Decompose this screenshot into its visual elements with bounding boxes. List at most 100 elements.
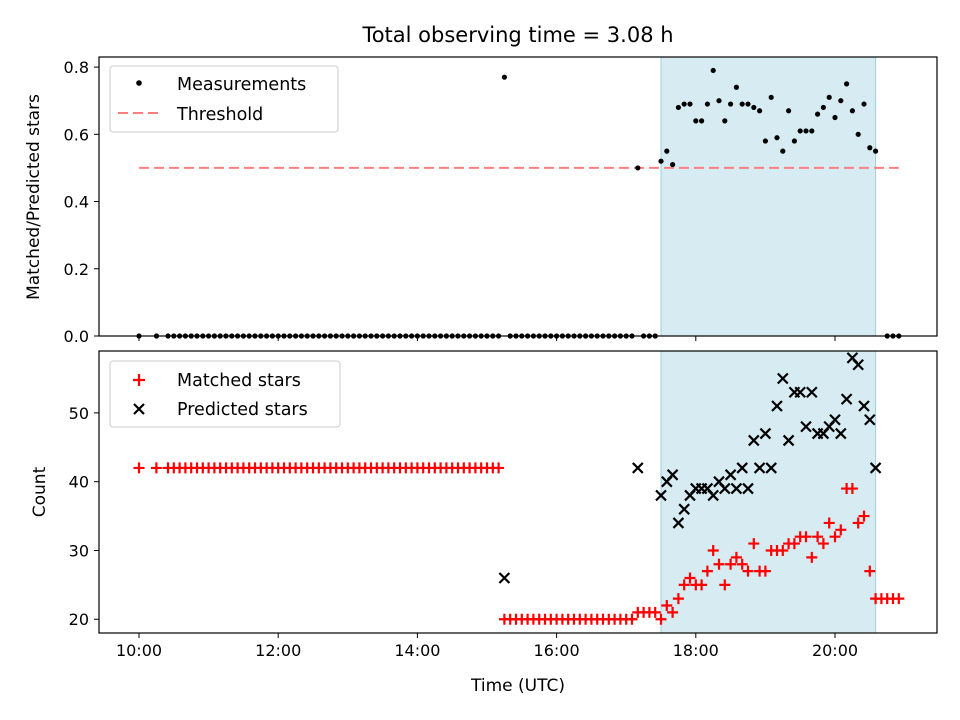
measurement-point [832, 114, 838, 121]
legend-matched-marker [133, 374, 145, 386]
measurement-point [745, 101, 751, 107]
matched-star-point [661, 599, 673, 611]
measurement-point [728, 101, 734, 107]
predicted-star-point [672, 517, 685, 529]
measurement-point [838, 98, 844, 104]
predicted-star-point [864, 414, 876, 426]
matched-star-point [823, 517, 835, 529]
top-y-tick-label: 0.4 [64, 193, 89, 212]
predicted-star-point [742, 482, 754, 495]
measurement-point [635, 165, 641, 171]
measurement-point [815, 111, 821, 117]
bottom-y-axis-label: Count [30, 466, 50, 517]
bottom-axes-frame [98, 350, 938, 634]
matched-star-point [806, 551, 818, 563]
measurement-point [658, 158, 664, 164]
predicted-star-point [771, 400, 783, 412]
matched-star-point [678, 579, 690, 591]
top-y-tick-label: 0.8 [64, 58, 89, 77]
matched-star-point [719, 579, 731, 591]
bottom-y-tick-label: 40 [69, 473, 89, 492]
predicted-star-point [765, 462, 777, 474]
predicted-star-point [753, 462, 766, 474]
bottom-y-tick-label: 30 [69, 541, 89, 560]
measurement-point [687, 101, 693, 107]
measurement-point [739, 101, 745, 107]
measurement-point [844, 81, 850, 87]
predicted-star-point [724, 469, 737, 481]
matched-star-point [730, 551, 742, 563]
matched-star-point [759, 565, 771, 577]
measurement-point [716, 98, 722, 104]
measurement-point [670, 161, 676, 168]
matched-star-point [493, 462, 505, 474]
predicted-star-point [869, 462, 882, 474]
predicted-star-point [748, 434, 760, 447]
x-tick-label: 12:00 [255, 641, 301, 660]
predicted-star-point [806, 386, 818, 399]
predicted-star-point [794, 386, 806, 399]
measurement-point [751, 104, 757, 111]
x-tick-label: 20:00 [812, 641, 858, 660]
predicted-star-points [498, 352, 882, 584]
bottom-y-ticks: 20 30 40 50 [69, 404, 99, 629]
predicted-star-point [835, 427, 847, 440]
measurement-point [820, 104, 827, 111]
matched-star-point [133, 462, 145, 474]
matched-star-point [655, 613, 667, 625]
predicted-star-point [719, 482, 731, 495]
measurement-point [873, 148, 879, 154]
matched-star-point [696, 579, 708, 591]
legend-predicted-marker [133, 403, 145, 415]
measurement-point [786, 108, 792, 114]
x-axis-label: Time (UTC) [470, 676, 565, 696]
x-tick-label: 18:00 [673, 641, 719, 660]
measurement-point [693, 118, 699, 124]
predicted-star-point [730, 482, 743, 495]
matched-star-point [817, 538, 829, 550]
matched-star-point [672, 593, 684, 605]
measurement-point [664, 148, 670, 154]
measurement-point [733, 84, 740, 90]
matched-star-point [748, 538, 760, 550]
measurement-point [791, 138, 798, 144]
top-legend-box [109, 65, 339, 133]
matched-star-point [713, 558, 725, 570]
measurement-point [722, 118, 728, 124]
top-panel: 0.00.20.40.60.8 Matched/Predicted stars … [24, 56, 938, 346]
measurement-point [867, 145, 873, 151]
matched-star-point [846, 483, 858, 495]
measurement-point [699, 118, 705, 124]
matched-star-point [829, 531, 841, 543]
matched-star-point [852, 517, 864, 529]
measurement-point [704, 101, 711, 107]
predicted-star-point [858, 400, 870, 412]
matched-star-point [725, 558, 737, 570]
x-tick-label: 10:00 [116, 641, 162, 660]
matched-star-point [707, 544, 719, 556]
measurement-point [774, 135, 780, 141]
predicted-star-point [498, 572, 511, 584]
measurement-point [849, 108, 856, 114]
legend-matched-label: Matched stars [177, 371, 301, 391]
predicted-star-point [840, 393, 853, 405]
matched-star-point [626, 613, 638, 625]
top-y-tick-label: 0.6 [64, 125, 89, 144]
predicted-star-point [666, 469, 679, 481]
measurement-point [762, 138, 769, 144]
top-legend: Measurements Threshold [109, 65, 339, 133]
measurement-point [809, 128, 815, 134]
top-y-axis-label: Matched/Predicted stars [24, 94, 44, 300]
matched-star-point [788, 538, 800, 550]
measurement-point [855, 131, 861, 137]
measurement-point [675, 104, 682, 111]
matched-star-point [893, 593, 905, 605]
x-tick-label: 16:00 [534, 641, 580, 660]
matched-star-point [835, 524, 847, 536]
measurement-point [710, 67, 716, 74]
top-axes-frame [98, 56, 938, 337]
predicted-star-point [852, 358, 864, 371]
matched-star-point [150, 462, 162, 474]
predicted-star-point [777, 372, 789, 385]
